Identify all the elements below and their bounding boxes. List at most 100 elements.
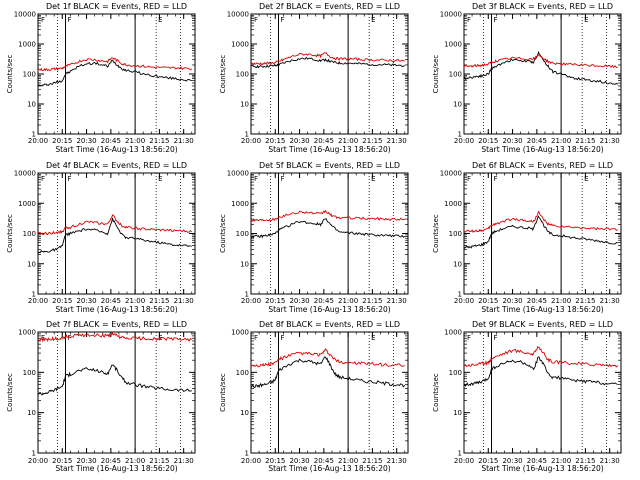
- y-tick-label: 10000: [227, 170, 249, 178]
- y-tick-label: 10: [453, 101, 462, 109]
- y-tick-label: 10: [240, 101, 249, 109]
- panel-det-3: Det 3f BLACK = Events, RED = LLD 1 10 100 10…: [432, 2, 622, 154]
- y-tick-label: 100: [449, 230, 462, 238]
- x-tick-label: 20:45: [527, 137, 547, 145]
- x-axis-label: Start Time (16-Aug-13 18:56:20): [481, 145, 603, 154]
- y-tick-label: 10: [27, 409, 36, 417]
- events-series-line: [37, 217, 192, 254]
- y-tick-label: 10: [240, 409, 249, 417]
- y-axis-label: Counts/sec: [219, 55, 227, 94]
- panel-det-9: Det 9f BLACK = Events, RED = LLD 1 10 100 10…: [432, 320, 622, 473]
- x-tick-label: 21:15: [149, 137, 169, 145]
- y-tick-label: 1: [458, 450, 462, 458]
- x-tick-label: 20:30: [76, 457, 96, 465]
- x-tick-label: 20:45: [527, 457, 547, 465]
- x-tick-label: 20:15: [478, 137, 498, 145]
- panel-det-6: Det 6f BLACK = Events, RED = LLD 1 10 100 10…: [432, 161, 622, 314]
- y-axis-label: Counts/sec: [432, 373, 440, 412]
- x-tick-label: 20:30: [502, 457, 522, 465]
- y-tick-label: 1: [32, 450, 36, 458]
- x-tick-label: 20:30: [502, 297, 522, 305]
- events-series-line: [250, 56, 405, 69]
- y-tick-label: 100: [23, 71, 36, 79]
- x-axis-label: Start Time (16-Aug-13 18:56:20): [268, 305, 390, 314]
- y-tick-label: 1000: [444, 41, 462, 49]
- panel-title: Det 8f BLACK = Events, RED = LLD: [259, 320, 400, 329]
- x-tick-label: 20:15: [52, 137, 72, 145]
- x-tick-label: 21:15: [149, 297, 169, 305]
- y-tick-label: 1: [32, 131, 36, 139]
- x-tick-label: 20:30: [76, 297, 96, 305]
- panel-det-4: Det 4f BLACK = Events, RED = LLD 1 10 100 10…: [6, 161, 196, 314]
- x-tick-label: 21:00: [551, 457, 571, 465]
- x-tick-label: 21:30: [387, 297, 407, 305]
- panel-det-7: Det 7f BLACK = Events, RED = LLD 1 10 100 10…: [6, 320, 196, 473]
- panel-det-8: Det 8f BLACK = Events, RED = LLD 1 10 100 10…: [219, 320, 409, 473]
- marker-letter-label: F: [254, 16, 258, 24]
- x-tick-label: 20:45: [101, 297, 121, 305]
- y-axis-label: Counts/sec: [6, 373, 14, 412]
- panel-title: Det 6f BLACK = Events, RED = LLD: [472, 161, 613, 170]
- marker-letter-label: F: [41, 16, 45, 24]
- x-tick-label: 20:30: [289, 457, 309, 465]
- panel-title: Det 2f BLACK = Events, RED = LLD: [259, 2, 400, 11]
- y-tick-label: 10000: [440, 11, 462, 19]
- y-tick-label: 1000: [18, 41, 36, 49]
- plot-frame: [37, 331, 196, 454]
- events-series-line: [250, 218, 406, 239]
- y-tick-label: 10000: [440, 170, 462, 178]
- marker-letter-label: E: [158, 16, 162, 24]
- x-tick-label: 21:30: [600, 137, 620, 145]
- y-axis-label: Counts/sec: [219, 214, 227, 253]
- x-tick-label: 21:15: [362, 457, 382, 465]
- x-tick-label: 20:00: [454, 297, 474, 305]
- x-tick-label: 20:45: [314, 137, 334, 145]
- panel-det-5: Det 5f BLACK = Events, RED = LLD 1 10 100 10…: [219, 161, 409, 314]
- marker-letter-label: F: [68, 175, 72, 183]
- lld-series-line: [463, 54, 618, 69]
- y-tick-label: 100: [23, 369, 36, 377]
- x-tick-label: 20:30: [289, 297, 309, 305]
- y-tick-label: 1: [245, 450, 249, 458]
- x-tick-label: 20:30: [502, 137, 522, 145]
- x-tick-label: 21:00: [338, 297, 358, 305]
- marker-letter-label: F: [41, 175, 45, 183]
- x-tick-label: 20:45: [314, 297, 334, 305]
- x-axis-label: Start Time (16-Aug-13 18:56:20): [268, 464, 390, 473]
- x-tick-label: 20:00: [241, 457, 261, 465]
- x-tick-label: 20:00: [454, 137, 474, 145]
- marker-letter-label: E: [371, 175, 375, 183]
- marker-letter-label: F: [68, 16, 72, 24]
- y-tick-label: 100: [449, 369, 462, 377]
- x-tick-label: 20:00: [241, 297, 261, 305]
- marker-letter-label: E: [584, 16, 588, 24]
- panel-title: Det 5f BLACK = Events, RED = LLD: [259, 161, 400, 170]
- marker-letter-label: F: [281, 175, 285, 183]
- x-tick-label: 21:15: [362, 297, 382, 305]
- panel-title: Det 7f BLACK = Events, RED = LLD: [46, 320, 187, 329]
- marker-letter-label: F: [467, 16, 471, 24]
- lld-series-line: [250, 348, 405, 368]
- x-tick-label: 21:00: [551, 297, 571, 305]
- events-series-line: [38, 364, 192, 396]
- x-axis-label: Start Time (16-Aug-13 18:56:20): [55, 305, 177, 314]
- marker-letter-label: F: [494, 334, 498, 342]
- x-tick-label: 20:00: [28, 297, 48, 305]
- x-tick-label: 21:00: [125, 457, 145, 465]
- events-series-line: [250, 356, 406, 389]
- x-tick-label: 21:30: [174, 457, 194, 465]
- lld-series-line: [37, 214, 193, 236]
- y-tick-label: 1: [32, 291, 36, 299]
- y-tick-label: 10000: [227, 11, 249, 19]
- x-tick-label: 21:30: [387, 457, 407, 465]
- x-tick-label: 20:45: [314, 457, 334, 465]
- marker-letter-label: F: [281, 334, 285, 342]
- x-tick-label: 21:30: [387, 137, 407, 145]
- marker-letter-label: F: [467, 175, 471, 183]
- y-tick-label: 10000: [14, 11, 36, 19]
- x-tick-label: 21:15: [575, 137, 595, 145]
- y-tick-label: 1: [458, 291, 462, 299]
- lld-series-line: [250, 52, 405, 66]
- y-tick-label: 100: [236, 369, 249, 377]
